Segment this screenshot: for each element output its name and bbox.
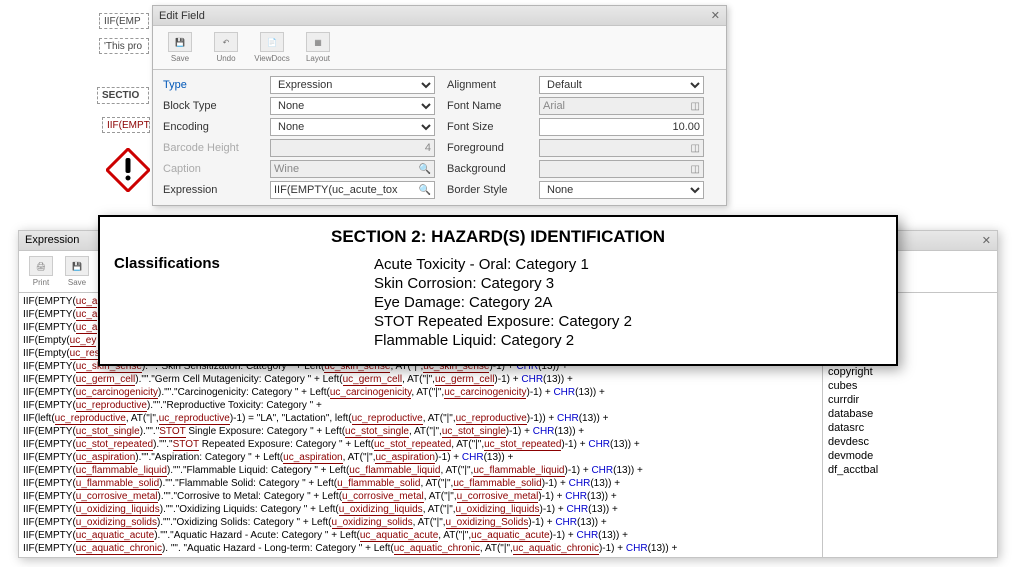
expression-input[interactable]: IIF(EMPTY(uc_acute_tox🔍 <box>270 181 435 199</box>
edit-field-dialog: Edit Field ✕ 💾Save ↶Undo 📄ViewDocs ▦Layo… <box>152 5 727 206</box>
field-item[interactable]: df_acctbal <box>825 463 995 477</box>
type-label: Type <box>163 79 258 91</box>
fontname-picker[interactable]: Arial◫ <box>539 97 704 115</box>
section-heading: SECTION 2: HAZARD(S) IDENTIFICATION <box>114 223 882 255</box>
classifications-list: Acute Toxicity - Oral: Category 1Skin Co… <box>374 255 882 350</box>
undo-button[interactable]: ↶Undo <box>205 30 247 65</box>
caption-input: Wine🔍 <box>270 160 435 178</box>
barcodeheight-input <box>270 139 435 157</box>
hazard-exclamation-icon <box>106 148 150 192</box>
viewdocs-button[interactable]: 📄ViewDocs <box>251 30 293 65</box>
list-item: Acute Toxicity - Oral: Category 1 <box>374 255 882 274</box>
dialog-toolbar: 💾Save ↶Undo 📄ViewDocs ▦Layout <box>153 26 726 70</box>
fontname-label: Font Name <box>447 100 527 112</box>
classifications-label: Classifications <box>114 255 374 350</box>
alignment-select[interactable]: Default <box>539 76 704 94</box>
dashed-fragment: SECTIO <box>97 87 149 104</box>
field-item[interactable]: devmode <box>825 449 995 463</box>
dashed-fragment: 'This pro <box>99 38 149 54</box>
encoding-select[interactable]: None <box>270 118 435 136</box>
blocktype-select[interactable]: None <box>270 97 435 115</box>
field-item[interactable]: database <box>825 407 995 421</box>
field-item[interactable]: cubes <box>825 379 995 393</box>
list-item: STOT Repeated Exposure: Category 2 <box>374 312 882 331</box>
section2-overlay: SECTION 2: HAZARD(S) IDENTIFICATION Clas… <box>98 215 898 366</box>
alignment-label: Alignment <box>447 79 527 91</box>
type-select[interactable]: Expression <box>270 76 435 94</box>
caption-label: Caption <box>163 163 258 175</box>
borderstyle-select[interactable]: None <box>539 181 704 199</box>
barcodeheight-label: Barcode Height <box>163 142 258 154</box>
dashed-fragment: IIF(EMPT <box>102 117 150 133</box>
close-icon[interactable]: ✕ <box>982 234 991 247</box>
list-item: Flammable Liquid: Category 2 <box>374 331 882 350</box>
dashed-fragment: IIF(EMP <box>99 13 149 29</box>
close-icon[interactable]: ✕ <box>711 9 720 22</box>
fontsize-input[interactable] <box>539 118 704 136</box>
list-item: Eye Damage: Category 2A <box>374 293 882 312</box>
field-item[interactable]: devdesc <box>825 435 995 449</box>
field-item[interactable]: copyright <box>825 365 995 379</box>
field-item[interactable]: currdir <box>825 393 995 407</box>
encoding-label: Encoding <box>163 121 258 133</box>
field-item[interactable]: datasrc <box>825 421 995 435</box>
dialog-title: Edit Field <box>159 10 205 22</box>
background-label: Background <box>447 163 527 175</box>
borderstyle-label: Border Style <box>447 184 527 196</box>
fontsize-label: Font Size <box>447 121 527 133</box>
blocktype-label: Block Type <box>163 100 258 112</box>
save-button[interactable]: 💾Save <box>159 30 201 65</box>
layout-button[interactable]: ▦Layout <box>297 30 339 65</box>
list-item: Skin Corrosion: Category 3 <box>374 274 882 293</box>
expression-label: Expression <box>163 184 258 196</box>
expression-title: Expression <box>25 234 79 247</box>
print-button[interactable]: 🖨Print <box>25 254 57 289</box>
save-button[interactable]: 💾Save <box>61 254 93 289</box>
foreground-label: Foreground <box>447 142 527 154</box>
background-picker[interactable]: ◫ <box>539 160 704 178</box>
foreground-picker[interactable]: ◫ <box>539 139 704 157</box>
